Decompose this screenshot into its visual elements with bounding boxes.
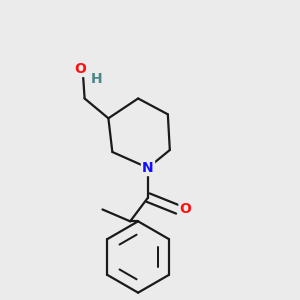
Text: O: O (75, 62, 87, 76)
Text: H: H (91, 72, 102, 86)
Text: O: O (180, 202, 192, 216)
Text: N: N (142, 161, 154, 175)
